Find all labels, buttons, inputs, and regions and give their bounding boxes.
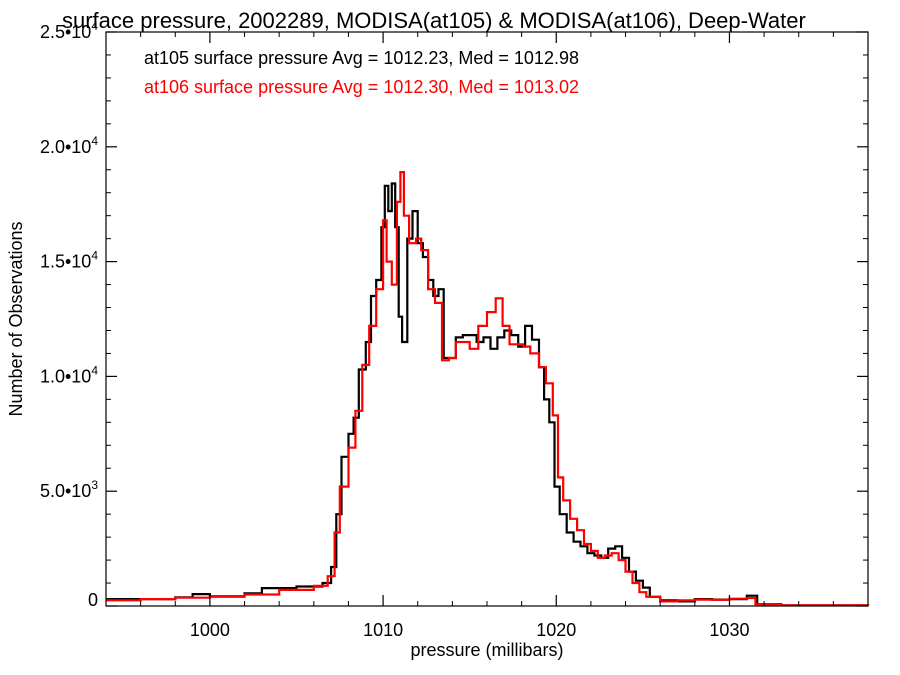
y-axis-label: Number of Observations (6, 221, 26, 416)
chart-title: surface pressure, 2002289, MODISA(at105)… (62, 8, 806, 33)
x-axis-label: pressure (millibars) (410, 640, 563, 660)
x-tick-label: 1010 (363, 620, 403, 640)
y-tick-label: 5.0•103 (40, 478, 98, 501)
legend-annotations: at105 surface pressure Avg = 1012.23, Me… (144, 48, 579, 97)
y-tick-label: 2.0•104 (40, 134, 98, 157)
series-layer (106, 171, 870, 607)
x-tick-label: 1000 (190, 620, 230, 640)
y-tick-label: 0 (88, 590, 98, 610)
x-tick-label: 1030 (709, 620, 749, 640)
annotation-at106: at106 surface pressure Avg = 1012.30, Me… (144, 77, 579, 97)
series-line-at105 (106, 182, 870, 607)
y-tick-label: 1.0•104 (40, 363, 98, 386)
y-axis: 0 5.0•103 1.0•104 1.5•104 2.0•104 2.5•104 (40, 19, 868, 610)
x-axis: 1000 1010 1020 1030 (140, 32, 834, 640)
x-tick-label: 1020 (536, 620, 576, 640)
y-tick-label: 2.5•104 (40, 19, 98, 42)
annotation-at105: at105 surface pressure Avg = 1012.23, Me… (144, 48, 579, 68)
y-tick-label: 1.5•104 (40, 249, 98, 272)
series-line-at106 (106, 171, 870, 607)
